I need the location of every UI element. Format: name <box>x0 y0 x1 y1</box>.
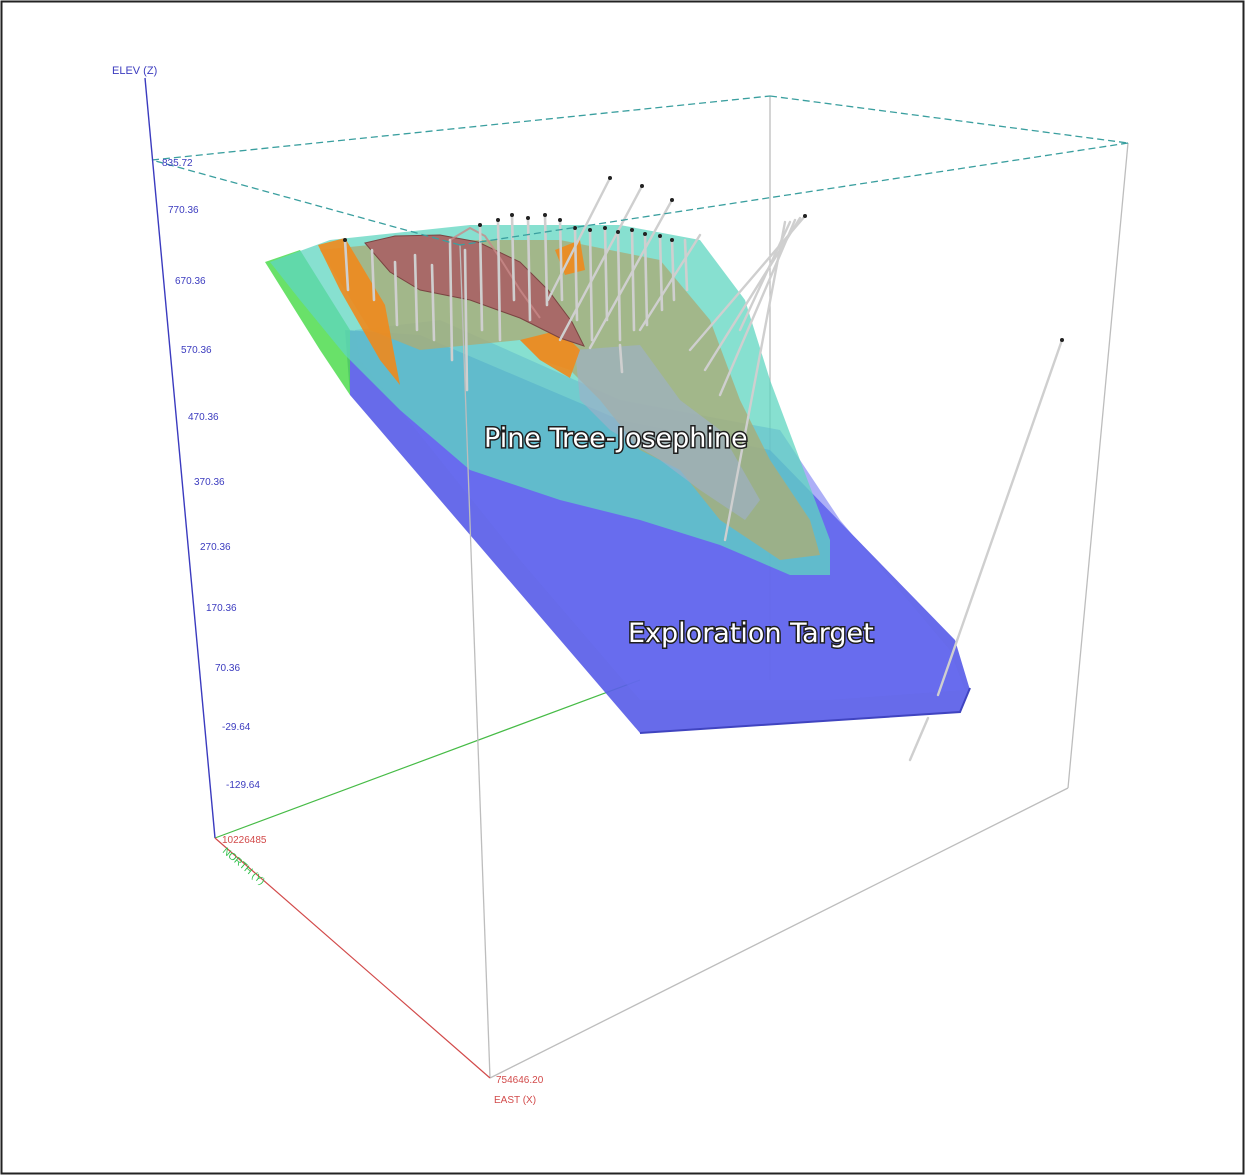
z-axis-ticks: 835.72 770.36 670.36 570.36 470.36 370.3… <box>162 158 260 791</box>
y-axis-origin-label: 10226485 <box>222 835 267 846</box>
exploration-target-label: Exploration Target <box>628 618 874 649</box>
z-tick: 270.36 <box>200 542 231 553</box>
floor-edge-north <box>214 679 641 839</box>
z-axis-line <box>144 77 216 839</box>
model-orange-lens-center <box>520 330 580 378</box>
ore-body-crest <box>449 226 541 319</box>
z-tick: 370.36 <box>194 477 225 488</box>
geologic-model <box>265 225 971 734</box>
model-grey-patch <box>575 345 760 520</box>
z-tick: 835.72 <box>162 158 193 169</box>
model-orange-lens-left <box>318 238 400 385</box>
x-axis-title: EAST (X) <box>494 1095 536 1106</box>
z-tick: 170.36 <box>206 603 237 614</box>
z-axis-title: ELEV (Z) <box>112 65 157 77</box>
x-axis-origin-label: 754646.20 <box>496 1075 544 1086</box>
exploration-target-edge <box>639 687 971 734</box>
z-tick: 770.36 <box>168 205 199 216</box>
z-tick: -29.64 <box>222 722 251 733</box>
z-tick: 470.36 <box>188 412 219 423</box>
inclined-drill-holes <box>546 176 1064 762</box>
z-tick: 70.36 <box>215 663 240 674</box>
model-green-fringe <box>265 250 350 395</box>
x-axis-line <box>214 837 491 1079</box>
bounding-box-top <box>151 95 1129 246</box>
z-tick: -129.64 <box>226 780 260 791</box>
pine-tree-josephine-label: Pine Tree-Josephine <box>484 423 748 454</box>
z-tick: 670.36 <box>175 276 206 287</box>
drill-hole-collars <box>343 176 1064 342</box>
z-tick: 570.36 <box>181 345 212 356</box>
bounding-box-front <box>459 244 1069 1079</box>
